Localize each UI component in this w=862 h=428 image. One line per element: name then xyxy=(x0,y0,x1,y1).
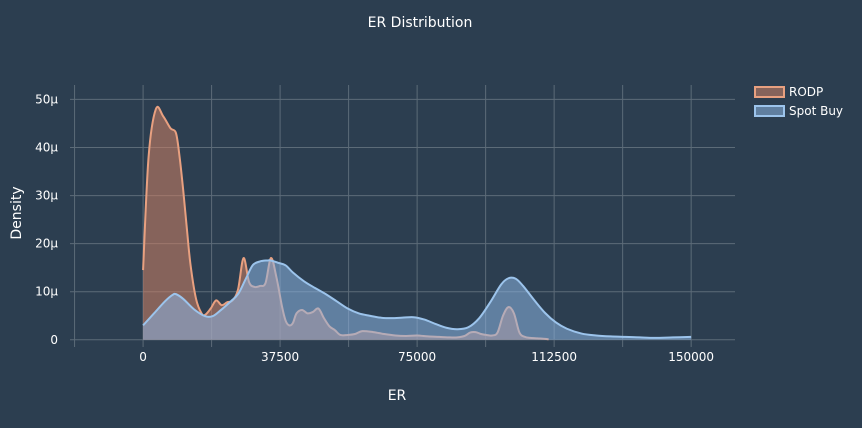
x-tick-label: 75000 xyxy=(398,350,436,364)
x-axis-title: ER xyxy=(388,388,407,404)
series-spot-buy-area xyxy=(143,260,692,340)
y-axis-title: Density xyxy=(9,186,25,239)
y-tick-label: 40μ xyxy=(35,140,58,154)
legend-label: RODP xyxy=(789,85,823,99)
chart-title: ER Distribution xyxy=(368,15,473,31)
y-tick-label: 20μ xyxy=(35,237,58,251)
y-tick-label: 0 xyxy=(50,333,58,347)
legend-swatch xyxy=(754,105,785,117)
legend-label: Spot Buy xyxy=(789,104,843,118)
x-axis-ticks: 0 37500 75000 112500 150000 xyxy=(139,350,714,364)
x-tick-label: 0 xyxy=(139,350,147,364)
y-axis-ticks: 0 10μ 20μ 30μ 40μ 50μ xyxy=(35,92,58,346)
legend-swatch xyxy=(754,86,785,98)
x-tick-label: 112500 xyxy=(531,350,577,364)
legend-item-spot-buy[interactable]: Spot Buy xyxy=(754,104,843,118)
legend: RODP Spot Buy xyxy=(754,85,843,118)
x-tick-label: 37500 xyxy=(261,350,299,364)
x-tick-label: 150000 xyxy=(668,350,714,364)
y-tick-label: 10μ xyxy=(35,285,58,299)
y-tick-label: 30μ xyxy=(35,189,58,203)
plot-areas xyxy=(142,105,692,341)
series-spot-buy-line xyxy=(142,259,692,339)
y-tick-label: 50μ xyxy=(35,92,58,106)
legend-item-rodp[interactable]: RODP xyxy=(754,85,823,99)
